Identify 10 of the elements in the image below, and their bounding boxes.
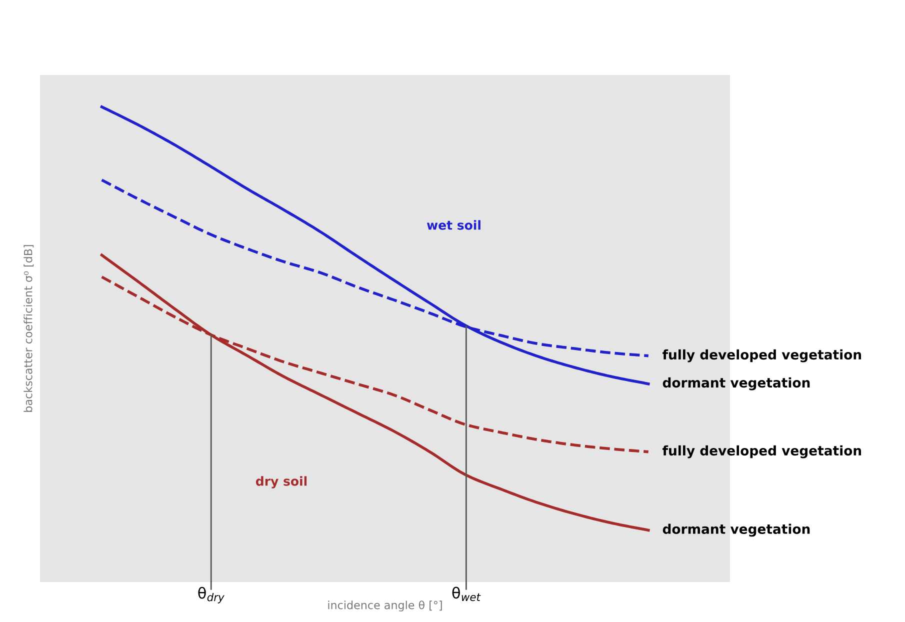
series-label: fully developed vegetation — [662, 349, 862, 362]
y-axis-title: backscatter coefficient σ⁰ [dB] — [24, 245, 34, 412]
series-label: dormant vegetation — [662, 524, 810, 537]
x-tick-label: θ$_{wet}$ — [452, 586, 481, 602]
x-axis-title: incidence angle θ [°] — [328, 600, 442, 612]
x-tick-label: θ$_{dry}$ — [198, 586, 224, 604]
series-label: dormant vegetation — [662, 377, 810, 390]
annotation: wet soil — [426, 220, 480, 230]
series-label: fully developed vegetation — [662, 445, 862, 458]
annotation: dry soil — [256, 476, 307, 488]
